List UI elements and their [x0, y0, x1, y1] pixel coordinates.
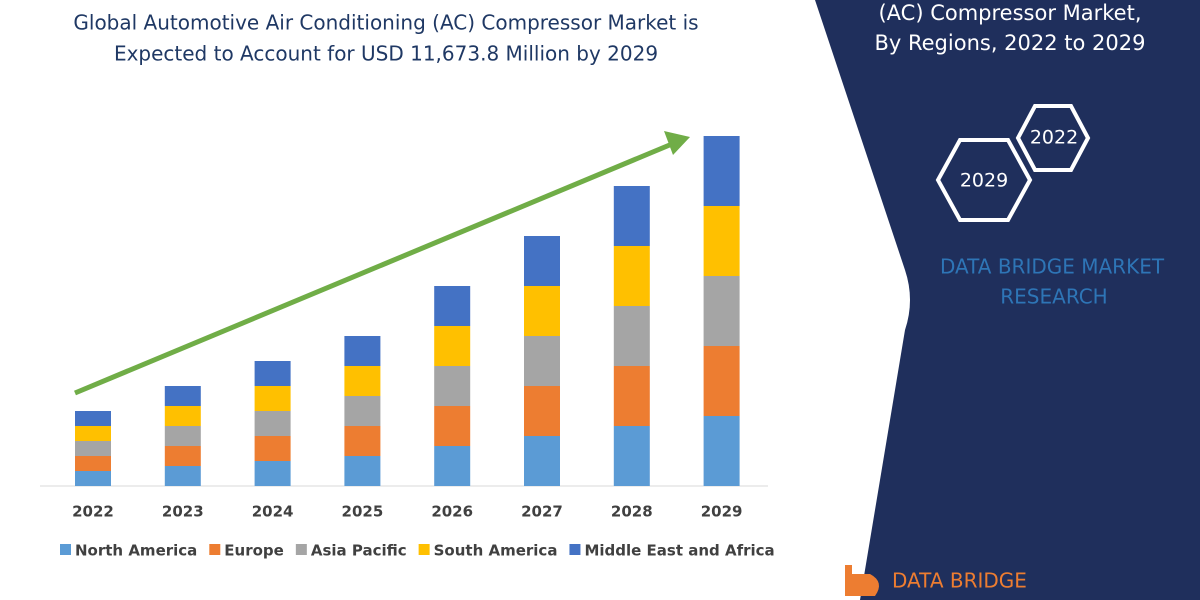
legend-swatch: [295, 544, 307, 555]
legend-swatch: [209, 544, 221, 555]
bar-segment: [613, 366, 650, 426]
bar-segment: [75, 441, 111, 456]
bar-segment: [75, 456, 111, 471]
bar-segment: [613, 426, 650, 486]
title-line: Expected to Account for USD 11,673.8 Mil…: [114, 42, 658, 66]
bar-segment: [613, 306, 650, 366]
bar-segment: [703, 346, 740, 416]
bar-segment: [75, 411, 111, 426]
bar-segment: [524, 436, 560, 486]
bar-segment: [344, 456, 381, 486]
logo: DATA BRIDGE: [892, 569, 1027, 593]
bar-segment: [344, 336, 381, 366]
bar-segment: [164, 386, 201, 406]
bar-segment: [434, 286, 471, 326]
bar-segment: [164, 426, 201, 446]
bar-segment: [254, 436, 291, 461]
bar-segment: [344, 366, 381, 396]
legend-label: Middle East and Africa: [584, 542, 774, 560]
x-tick-label: 2028: [611, 503, 653, 521]
bar-segment: [434, 446, 471, 486]
bar-segment: [254, 461, 291, 486]
bar-segment: [434, 326, 471, 366]
title-line: Global Automotive Air Conditioning (AC) …: [73, 11, 698, 35]
bars: [75, 136, 740, 486]
legend-swatch: [569, 544, 581, 555]
x-tick-label: 2029: [701, 503, 743, 521]
bar-segment: [613, 246, 650, 306]
bar-segment: [703, 206, 740, 276]
side-title: By Regions, 2022 to 2029: [874, 31, 1145, 55]
x-tick-label: 2025: [342, 503, 384, 521]
bar-segment: [75, 426, 111, 441]
bar-segment: [344, 426, 381, 456]
bar-segment: [254, 411, 291, 436]
bar-segment: [434, 406, 471, 446]
bar-segment: [703, 136, 740, 206]
bar-segment: [613, 186, 650, 246]
side-panel: [815, 0, 1200, 600]
legend-swatch: [60, 544, 71, 555]
bar-segment: [524, 336, 560, 386]
x-tick-label: 2022: [72, 503, 114, 521]
hexagon: [935, 138, 1033, 222]
logo-icon: [845, 565, 879, 596]
hexagon-label: 2022: [1030, 127, 1078, 149]
x-tick-label: 2024: [252, 503, 294, 521]
bar-segment: [434, 366, 471, 406]
trend-arrow: [74, 141, 673, 396]
legend-label: Europe: [224, 542, 284, 560]
x-tick-label: 2023: [162, 503, 204, 521]
legend-label: Asia Pacific: [311, 542, 407, 560]
bar-segment: [164, 446, 201, 466]
bar-segment: [703, 416, 740, 486]
legend-label: North America: [75, 542, 197, 560]
bar-segment: [344, 396, 381, 426]
legend-label: South America: [434, 542, 558, 560]
bar-segment: [254, 361, 291, 386]
bar-segment: [524, 386, 560, 436]
x-tick-label: 2027: [521, 503, 563, 521]
side-title: (AC) Compressor Market,: [878, 1, 1141, 25]
arrow-head: [664, 131, 690, 155]
bar-segment: [164, 406, 201, 426]
x-tick-label: 2026: [431, 503, 473, 521]
bar-segment: [524, 286, 560, 336]
bar-segment: [254, 386, 291, 411]
hexagon-label: 2029: [960, 170, 1008, 192]
hexagon: [1015, 104, 1091, 172]
brand: DATA BRIDGE MARKET: [940, 255, 1165, 279]
legend-swatch: [418, 544, 430, 555]
bar-segment: [703, 276, 740, 346]
brand: RESEARCH: [1000, 285, 1107, 309]
bar-segment: [524, 236, 560, 286]
bar-segment: [75, 471, 111, 486]
bar-segment: [164, 466, 201, 486]
